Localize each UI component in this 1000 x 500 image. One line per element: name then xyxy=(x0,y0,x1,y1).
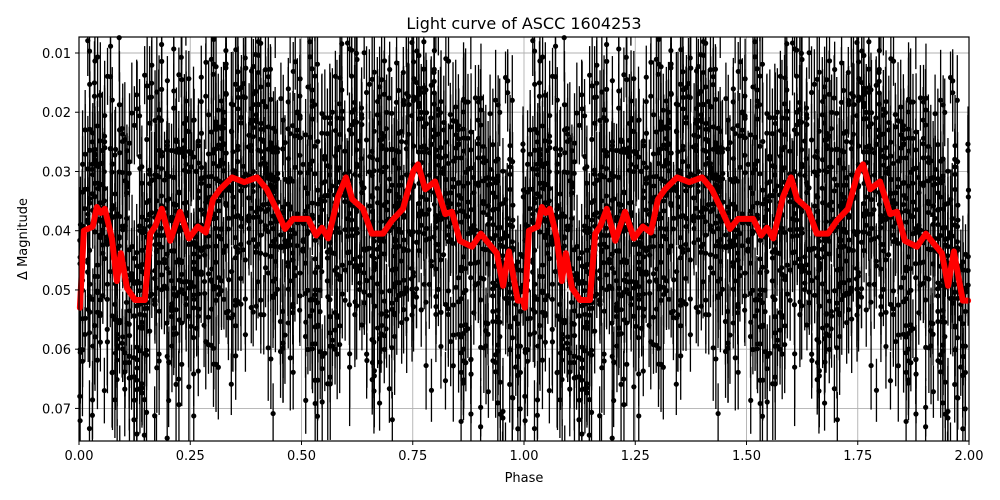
x-tick-label: 2.00 xyxy=(955,449,984,464)
x-axis-label: Phase xyxy=(505,471,544,486)
y-tick-label: 0.06 xyxy=(42,343,71,358)
y-tick-label: 0.03 xyxy=(42,165,71,180)
y-tick-label: 0.02 xyxy=(42,106,71,121)
x-axis-ticks: 0.00 0.25 0.50 0.75 1.00 1.25 1.50 1.75 2.00 xyxy=(65,441,984,464)
y-tick-label: 0.04 xyxy=(42,225,71,240)
x-tick-label: 1.25 xyxy=(621,449,650,464)
x-tick-label: 0.00 xyxy=(65,449,94,464)
x-tick-label: 1.50 xyxy=(732,449,761,464)
x-tick-label: 0.25 xyxy=(176,449,205,464)
x-tick-label: 0.75 xyxy=(398,449,427,464)
y-tick-label: 0.01 xyxy=(42,47,71,62)
y-tick-label: 0.07 xyxy=(42,402,71,417)
x-tick-label: 1.00 xyxy=(510,449,539,464)
y-axis-label: Δ Magnitude xyxy=(16,198,31,280)
y-axis-ticks: 0.01 0.02 0.03 0.04 0.05 0.06 0.07 xyxy=(42,47,79,417)
model-curve xyxy=(76,161,972,311)
y-tick-label: 0.05 xyxy=(42,284,71,299)
x-tick-label: 1.75 xyxy=(843,449,872,464)
x-tick-label: 0.50 xyxy=(287,449,316,464)
chart-title: Light curve of ASCC 1604253 xyxy=(406,14,641,33)
